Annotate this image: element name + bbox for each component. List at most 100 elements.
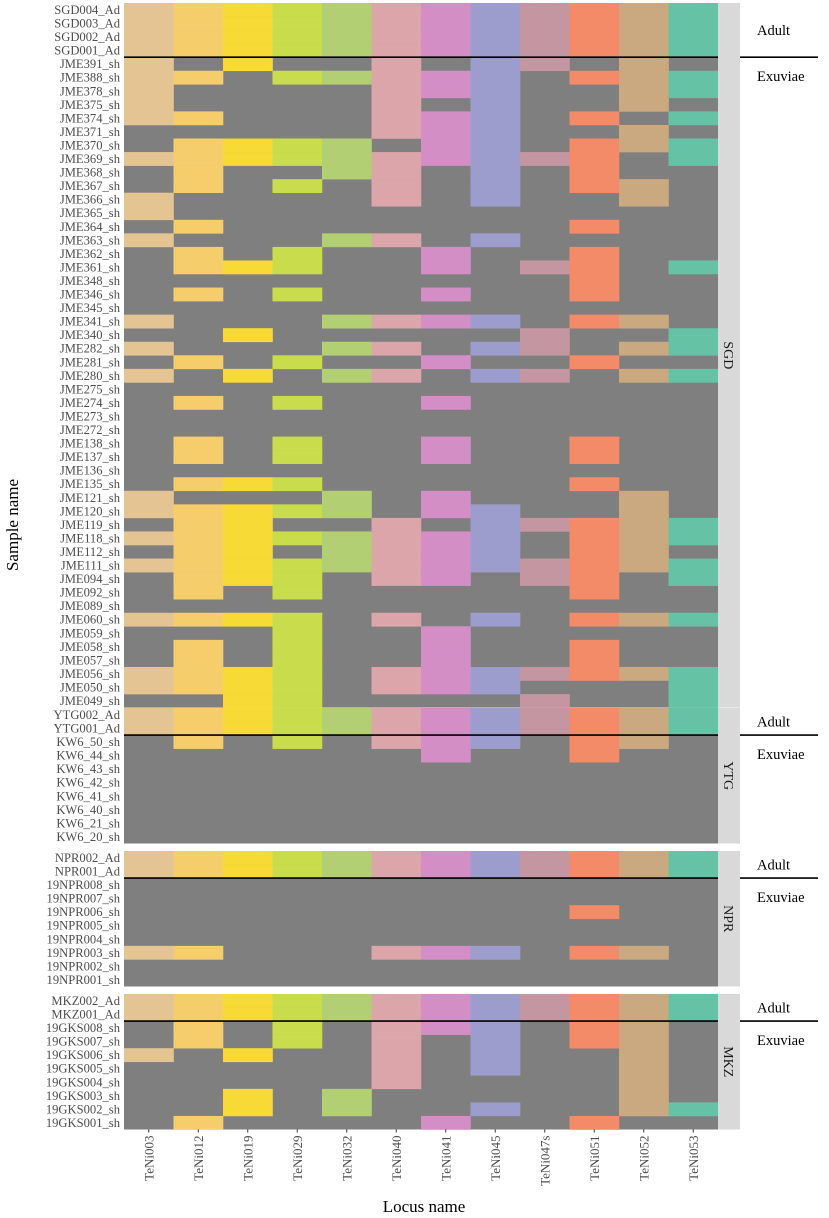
heatmap-cell bbox=[223, 43, 273, 58]
heatmap-cell bbox=[668, 558, 719, 573]
row-label: MKZ002_Ad bbox=[51, 994, 120, 1008]
heatmap-cell bbox=[173, 152, 224, 166]
heatmap-cell bbox=[124, 368, 174, 383]
heatmap-cell bbox=[569, 1034, 620, 1049]
heatmap-cell bbox=[272, 152, 323, 166]
row-label: 19NPR003_sh bbox=[47, 946, 121, 960]
y-axis-title: Sample name bbox=[3, 479, 22, 571]
heatmap-cell bbox=[470, 531, 521, 546]
heatmap-cell bbox=[371, 43, 422, 58]
facet-strip-label: SGD bbox=[720, 341, 735, 369]
heatmap-cell bbox=[173, 179, 224, 193]
heatmap-cell bbox=[668, 666, 719, 681]
heatmap-cell bbox=[272, 477, 323, 492]
row-label: 19GKS003_sh bbox=[46, 1089, 121, 1103]
heatmap-cell bbox=[421, 43, 471, 58]
heatmap-cell bbox=[470, 517, 521, 532]
heatmap-cell bbox=[470, 70, 521, 85]
heatmap-cell bbox=[322, 721, 372, 736]
heatmap-cell bbox=[173, 395, 224, 410]
heatmap-cell bbox=[371, 572, 422, 586]
heatmap-cell bbox=[421, 626, 471, 641]
heatmap-cell bbox=[124, 3, 174, 17]
heatmap-cell bbox=[421, 1021, 471, 1035]
heatmap-cell bbox=[619, 30, 669, 44]
heatmap-cell bbox=[371, 558, 422, 573]
heatmap-cell bbox=[173, 735, 224, 749]
row-label: JME364_sh bbox=[60, 220, 121, 234]
heatmap-cell bbox=[272, 721, 323, 736]
heatmap-cell bbox=[322, 1102, 372, 1117]
heatmap-cell bbox=[223, 328, 273, 343]
heatmap-cell bbox=[569, 585, 620, 600]
row-label: JME281_sh bbox=[60, 355, 121, 369]
heatmap-cell bbox=[520, 666, 570, 681]
heatmap-cell bbox=[272, 3, 323, 17]
row-label: JME345_sh bbox=[60, 301, 121, 315]
heatmap-cell bbox=[124, 152, 174, 166]
heatmap-cell bbox=[223, 477, 273, 492]
heatmap-cell bbox=[173, 708, 224, 722]
heatmap-cell bbox=[421, 138, 471, 153]
heatmap-cell bbox=[173, 260, 224, 275]
heatmap-cell bbox=[322, 138, 372, 153]
heatmap-cell bbox=[173, 43, 224, 58]
heatmap-cell bbox=[223, 864, 273, 879]
row-label: JME340_sh bbox=[60, 328, 121, 342]
heatmap-cell bbox=[421, 355, 471, 370]
heatmap-cell bbox=[173, 16, 224, 31]
row-label: KW6_44_sh bbox=[56, 749, 120, 763]
heatmap-cell bbox=[223, 531, 273, 546]
heatmap-cell bbox=[173, 612, 224, 627]
heatmap-cell bbox=[322, 545, 372, 559]
row-label: 19GKS002_sh bbox=[46, 1102, 121, 1116]
heatmap-cell bbox=[272, 864, 323, 879]
heatmap-cell bbox=[421, 531, 471, 546]
heatmap-cell bbox=[569, 152, 620, 166]
heatmap-cell bbox=[668, 30, 719, 44]
heatmap-cell bbox=[322, 233, 372, 248]
heatmap-cell bbox=[223, 612, 273, 627]
row-label: JME375_sh bbox=[60, 98, 121, 112]
heatmap-cell bbox=[371, 1048, 422, 1063]
heatmap-cell bbox=[619, 558, 669, 573]
row-label: JME346_sh bbox=[60, 288, 121, 302]
heatmap-cell bbox=[272, 287, 323, 302]
heatmap-cell bbox=[124, 504, 174, 519]
exuviae-annotation: Exuviae bbox=[757, 1033, 805, 1049]
row-label: JME050_sh bbox=[60, 680, 121, 694]
heatmap-cell bbox=[124, 70, 174, 85]
heatmap-cell bbox=[421, 70, 471, 85]
heatmap-cell bbox=[322, 851, 372, 865]
heatmap-cell bbox=[272, 708, 323, 722]
heatmap-cell bbox=[371, 1075, 422, 1090]
heatmap-cell bbox=[421, 260, 471, 275]
heatmap-cell bbox=[223, 517, 273, 532]
row-label: YTG002_Ad bbox=[54, 708, 121, 722]
facet-strip bbox=[718, 708, 740, 844]
heatmap-cell bbox=[223, 558, 273, 573]
row-label: JME275_sh bbox=[60, 382, 121, 396]
heatmap-cell bbox=[470, 124, 521, 139]
heatmap-cell bbox=[223, 994, 273, 1008]
heatmap-cell bbox=[619, 192, 669, 207]
heatmap-cell bbox=[470, 708, 521, 722]
heatmap-cell bbox=[272, 639, 323, 654]
heatmap-cell bbox=[272, 1007, 323, 1022]
heatmap-cell bbox=[124, 612, 174, 627]
heatmap-cell bbox=[668, 531, 719, 546]
heatmap-cell bbox=[272, 1021, 323, 1035]
heatmap-cell bbox=[124, 1048, 174, 1063]
heatmap-cell bbox=[371, 1007, 422, 1022]
row-label: KW6_50_sh bbox=[56, 735, 120, 749]
heatmap-cell bbox=[272, 626, 323, 641]
x-tick-label: TeNi045 bbox=[488, 1136, 503, 1181]
heatmap-cell bbox=[272, 994, 323, 1008]
heatmap-cell bbox=[173, 504, 224, 519]
row-label: JME272_sh bbox=[60, 423, 121, 437]
heatmap-cell bbox=[124, 490, 174, 505]
heatmap-cell bbox=[470, 138, 521, 153]
heatmap-cell bbox=[520, 694, 570, 708]
heatmap-cell bbox=[619, 666, 669, 681]
heatmap-cell bbox=[569, 666, 620, 681]
